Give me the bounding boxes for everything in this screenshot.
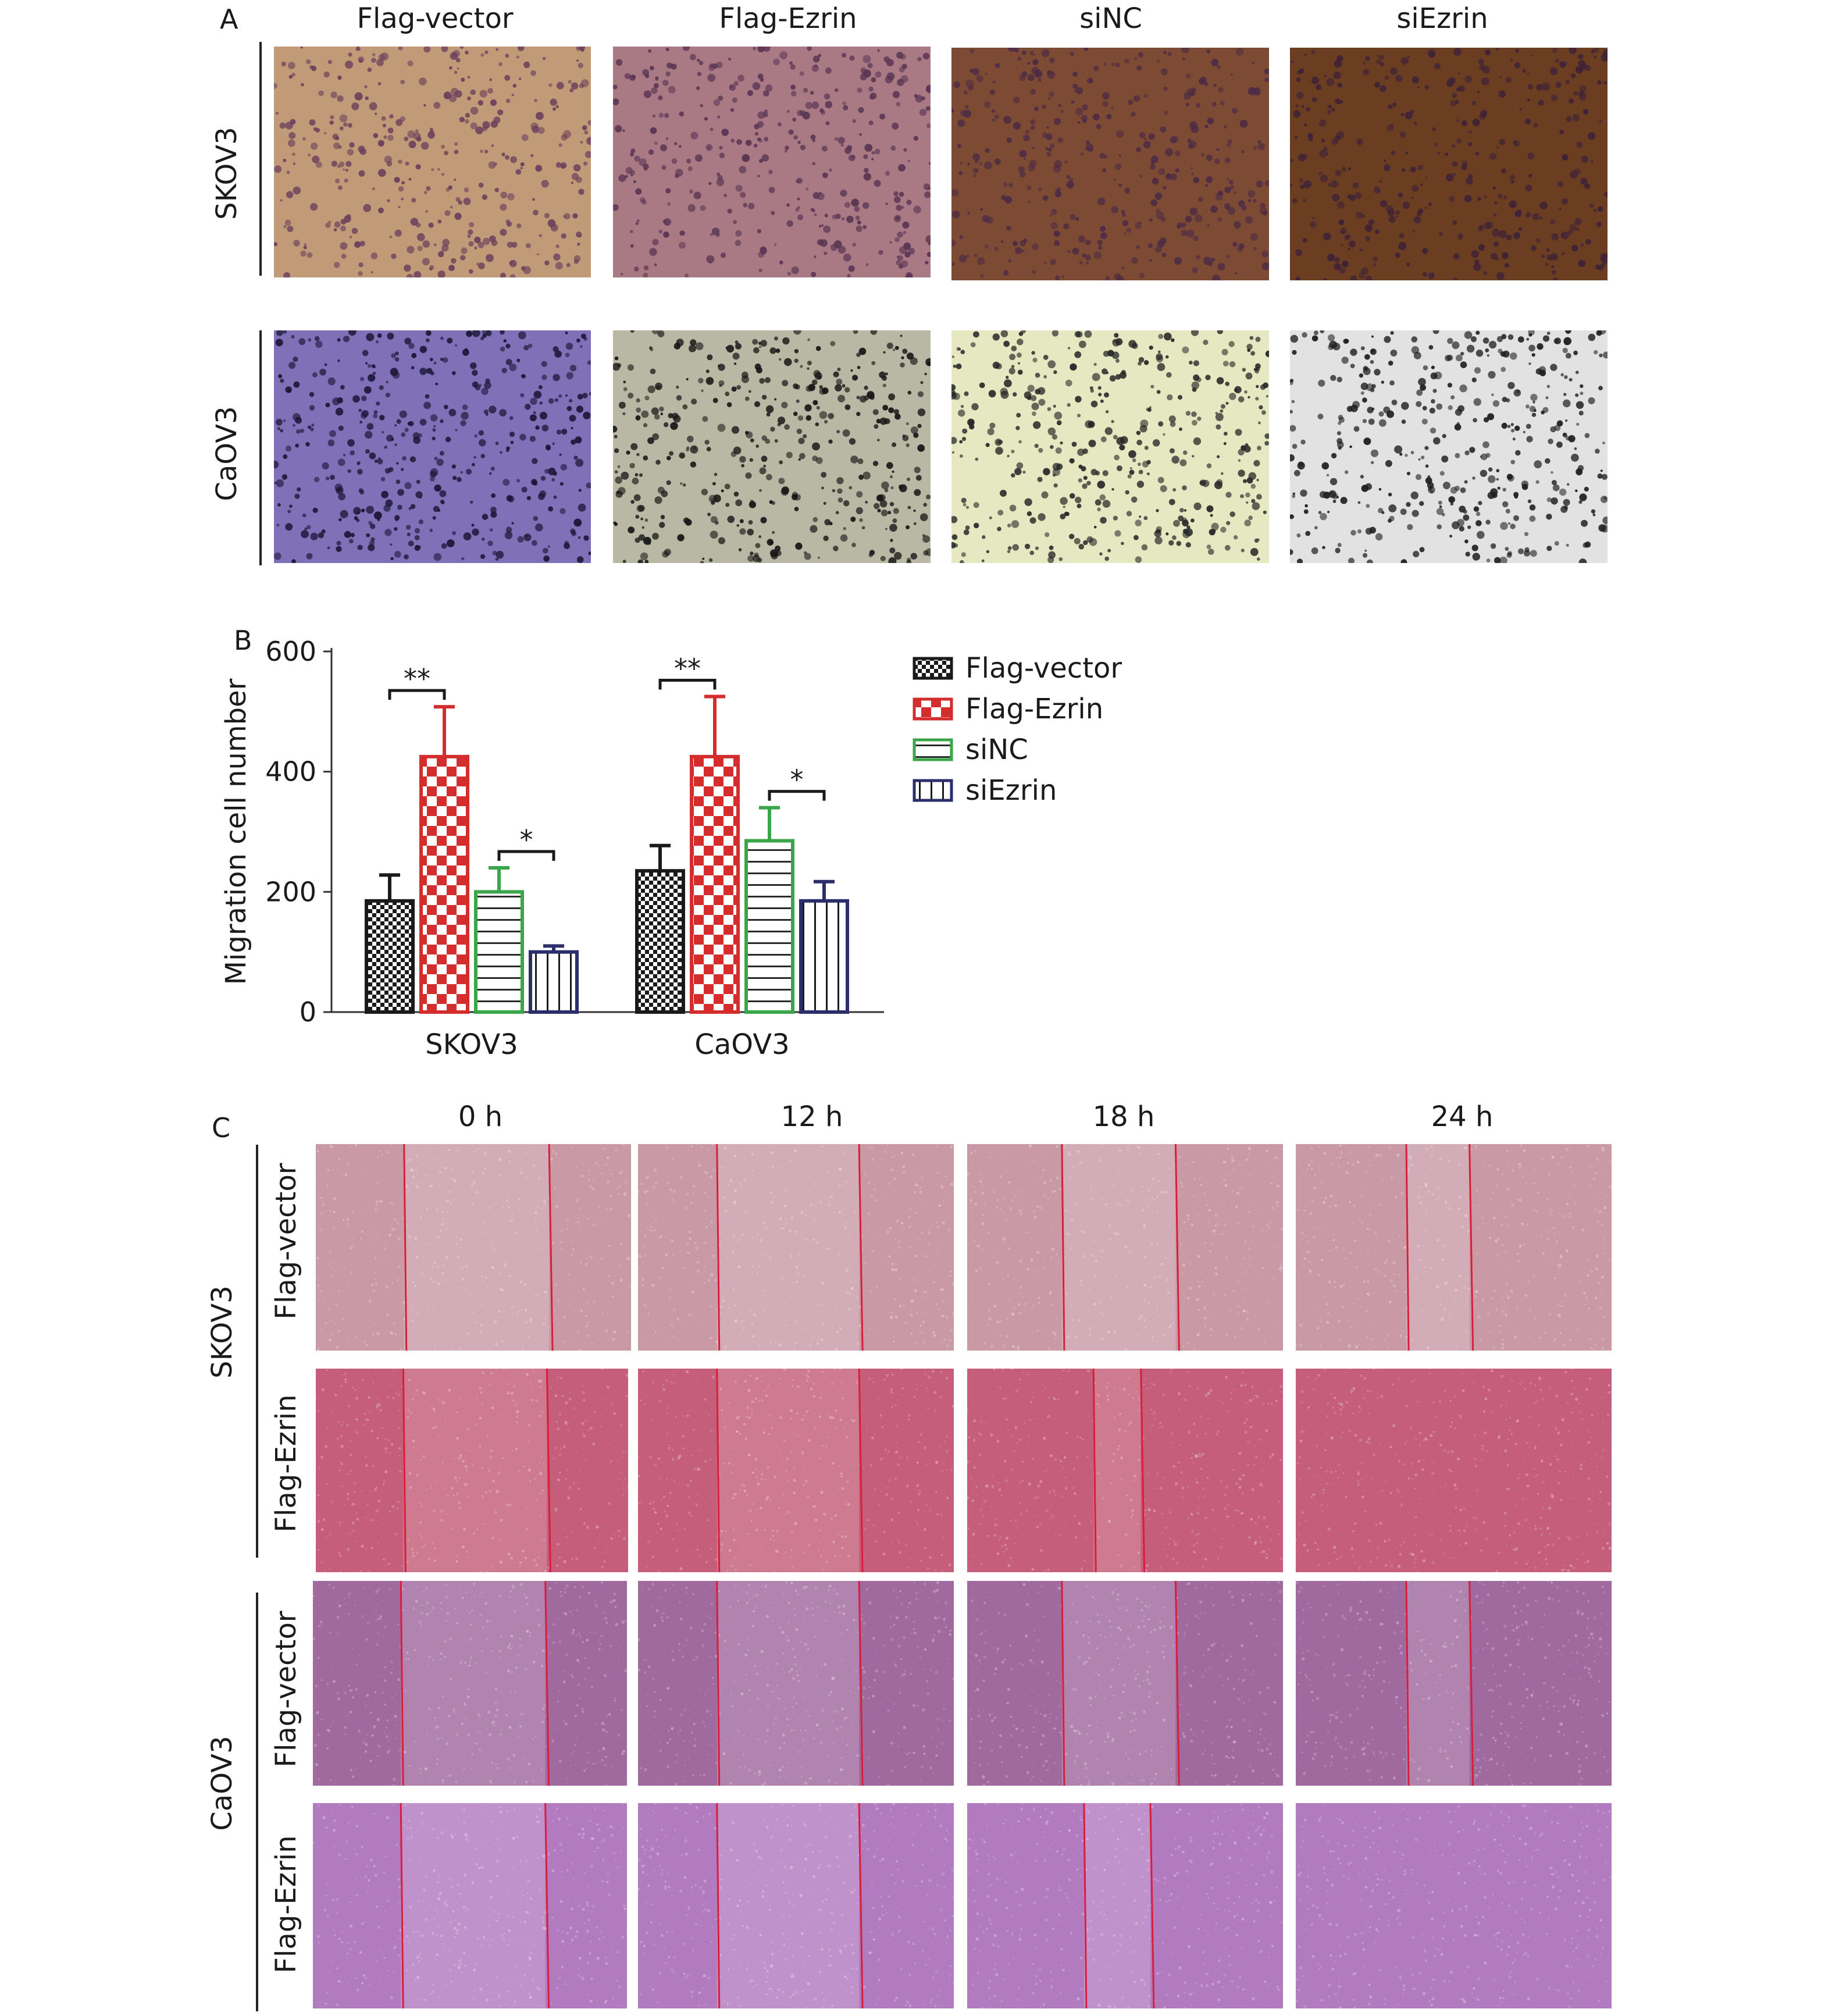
legend-swatch-siezrin [913,779,953,802]
legend-label-sinc: siNC [965,733,1028,766]
bar-skov3-flag-vector [365,899,415,1014]
wound-image-caov3-flag-ezrin-18h [967,1803,1283,2008]
wound-image-caov3-flag-vector-0h [313,1581,627,1786]
legend-swatch-flag-vector [913,657,953,680]
significance-label: * [790,764,804,796]
panel-c-group-caov3: CaOV3 [206,1736,238,1831]
wound-image-skov3-flag-vector-0h [316,1144,631,1351]
panel-c-col-12h: 12 h [780,1100,843,1133]
transwell-image-caov3-flag-vector [274,330,591,563]
panel-c-col-0h: 0 h [458,1100,503,1133]
panel-c-row-caov3-flag-ezrin: Flag-Ezrin [270,1835,302,1974]
significance-label: * [520,824,533,856]
wound-image-caov3-flag-ezrin-0h [313,1803,627,2008]
panel-a-col-flag-ezrin: Flag-Ezrin [719,2,857,35]
panel-a-row-skov3: SKOV3 [211,127,243,220]
legend-label-flag-ezrin: Flag-Ezrin [965,693,1103,725]
transwell-image-skov3-sinc [951,48,1269,280]
panel-b-label: B [234,625,252,656]
panel-c-row-caov3-flag-vector: Flag-vector [270,1611,302,1768]
y-tick-label: 0 [300,996,316,1028]
panel-c-col-24h: 24 h [1431,1100,1494,1133]
y-tick-label: 400 [265,756,316,788]
panel-c-col-18h: 18 h [1092,1100,1155,1133]
transwell-image-skov3-flag-ezrin [613,47,931,277]
bar-caov3-siezrin [799,899,849,1014]
panel-a-row-bracket-skov3 [259,42,262,276]
wound-image-skov3-flag-vector-18h [967,1144,1283,1351]
wound-image-skov3-flag-ezrin-0h [316,1369,628,1572]
x-tick-label-caov3: CaOV3 [694,1028,789,1061]
bar-skov3-siezrin [529,950,579,1014]
panel-a-row-bracket-caov3 [259,330,262,565]
transwell-image-caov3-flag-ezrin [613,330,931,563]
panel-a-col-siezrin: siEzrin [1396,2,1488,35]
panel-c-group-skov3: SKOV3 [206,1285,238,1379]
wound-image-skov3-flag-ezrin-12h [638,1369,954,1572]
wound-image-skov3-flag-vector-24h [1296,1144,1612,1351]
bar-skov3-sinc [474,890,524,1014]
panel-c-group-bracket-caov3 [256,1593,258,2011]
significance-label: ** [404,663,430,694]
panel-a-col-sinc: siNC [1079,2,1142,35]
y-tick-label: 600 [265,636,316,667]
wound-image-caov3-flag-ezrin-24h [1296,1803,1612,2008]
legend-swatch-sinc [913,738,953,761]
panel-a-col-flag-vector: Flag-vector [357,2,514,35]
migration-bar-chart: 0 200 400 600 Migration cell number SKOV3 CaOV… [220,636,1122,1061]
panel-c-group-bracket-skov3 [256,1145,258,1558]
wound-image-caov3-flag-vector-12h [638,1581,954,1786]
transwell-image-skov3-flag-vector [274,47,591,277]
panel-a-row-caov3: CaOV3 [211,406,243,501]
legend-label-siezrin: siEzrin [965,774,1057,807]
legend-swatch-flag-ezrin [913,697,953,721]
panel-c-row-skov3-flag-vector: Flag-vector [270,1163,302,1320]
significance-label: ** [674,653,701,685]
wound-image-caov3-flag-vector-24h [1296,1581,1612,1786]
transwell-image-skov3-siezrin [1290,48,1608,280]
panel-c-row-skov3-flag-ezrin: Flag-Ezrin [270,1394,302,1533]
significance-bracket [658,679,717,690]
significance-bracket [497,850,555,861]
panel-a-label: A [220,3,238,35]
significance-bracket [388,689,446,700]
wound-image-skov3-flag-vector-12h [638,1144,954,1351]
wound-image-skov3-flag-ezrin-24h [1296,1369,1612,1572]
bar-skov3-flag-ezrin [419,754,469,1014]
bar-caov3-flag-ezrin [690,754,740,1014]
wound-image-skov3-flag-ezrin-18h [967,1369,1283,1572]
transwell-image-caov3-sinc [951,330,1269,563]
bar-caov3-flag-vector [635,869,685,1014]
y-axis-title: Migration cell number [220,678,252,985]
wound-image-caov3-flag-ezrin-12h [638,1803,954,2008]
transwell-image-caov3-siezrin [1290,330,1608,563]
y-tick-label: 200 [265,876,316,907]
x-tick-label-skov3: SKOV3 [425,1028,518,1061]
legend-label-flag-vector: Flag-vector [965,652,1122,685]
panel-c-label: C [212,1112,231,1144]
wound-image-caov3-flag-vector-18h [967,1581,1283,1786]
bar-caov3-sinc [744,839,794,1014]
significance-bracket [768,790,826,801]
